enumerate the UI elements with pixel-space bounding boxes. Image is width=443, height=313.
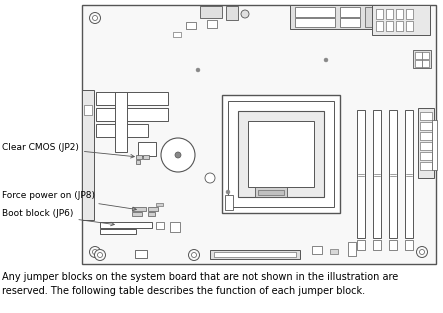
Bar (406, 9, 413, 19)
Bar (365, 7, 377, 27)
Bar (386, 9, 393, 19)
Bar (413, 50, 431, 68)
Bar (255, 187, 287, 197)
Bar (132, 212, 142, 216)
Bar (420, 132, 432, 140)
Bar (389, 240, 397, 250)
Circle shape (420, 16, 424, 20)
Circle shape (416, 13, 427, 23)
Bar (348, 242, 356, 256)
Bar (396, 9, 403, 19)
Bar (420, 142, 432, 150)
Bar (84, 105, 92, 115)
Bar (96, 92, 168, 105)
Bar (207, 20, 217, 28)
Bar (136, 160, 140, 164)
Bar (415, 60, 422, 67)
Circle shape (93, 16, 97, 20)
Bar (420, 152, 432, 160)
Bar (210, 250, 300, 259)
Bar (238, 111, 324, 197)
Bar (373, 110, 381, 238)
Circle shape (89, 13, 101, 23)
Bar (357, 110, 365, 238)
Bar (170, 222, 180, 232)
Bar (156, 203, 163, 206)
Bar (115, 92, 127, 152)
Bar (186, 22, 196, 29)
Bar (258, 190, 284, 195)
Bar (389, 110, 397, 238)
Bar (340, 7, 360, 17)
Bar (228, 101, 334, 207)
Bar (295, 18, 335, 27)
Bar (136, 155, 142, 159)
Bar (148, 212, 155, 216)
Bar (376, 9, 383, 19)
Circle shape (94, 249, 105, 260)
Bar (82, 5, 436, 264)
Bar (432, 120, 437, 170)
Bar (357, 240, 365, 250)
Bar (420, 112, 432, 120)
Circle shape (324, 58, 328, 62)
Bar (312, 246, 322, 254)
Bar (422, 52, 429, 59)
Bar (376, 21, 383, 31)
Bar (418, 108, 434, 178)
Bar (148, 207, 158, 211)
Circle shape (93, 249, 97, 254)
Bar (100, 222, 152, 228)
Circle shape (226, 190, 230, 194)
Circle shape (175, 152, 181, 158)
Bar (422, 60, 429, 67)
Bar (222, 95, 340, 213)
Bar (420, 122, 432, 130)
Circle shape (97, 253, 102, 258)
Bar (173, 32, 181, 37)
Bar (372, 5, 430, 35)
Bar (200, 6, 222, 18)
Bar (405, 240, 413, 250)
Bar (143, 155, 149, 159)
Circle shape (420, 249, 424, 254)
Bar (373, 240, 381, 250)
Text: Any jumper blocks on the system board that are not shown in the illustration are: Any jumper blocks on the system board th… (2, 272, 398, 296)
Bar (214, 252, 296, 257)
Bar (225, 195, 233, 210)
Bar (420, 162, 432, 170)
Bar (415, 52, 422, 59)
Text: Force power on (JP8): Force power on (JP8) (2, 192, 136, 211)
Bar (132, 207, 146, 211)
Text: Clear CMOS (JP2): Clear CMOS (JP2) (2, 142, 134, 158)
Bar (406, 21, 413, 31)
Bar (396, 21, 403, 31)
Circle shape (89, 247, 101, 258)
Bar (386, 21, 393, 31)
Bar (82, 90, 94, 220)
Circle shape (191, 253, 197, 258)
Bar (340, 18, 360, 27)
Bar (100, 229, 136, 234)
Text: Boot block (JP6): Boot block (JP6) (2, 209, 114, 226)
Bar (135, 250, 147, 258)
Bar (405, 110, 413, 238)
Bar (248, 121, 314, 187)
Bar (96, 124, 148, 137)
Bar (226, 6, 238, 20)
Bar (96, 108, 168, 121)
Bar (138, 142, 156, 156)
Bar (156, 222, 164, 229)
Circle shape (161, 138, 195, 172)
Bar (290, 5, 380, 29)
Bar (295, 7, 335, 17)
Circle shape (205, 173, 215, 183)
Circle shape (416, 247, 427, 258)
Circle shape (196, 68, 200, 72)
Circle shape (189, 249, 199, 260)
Bar (330, 249, 338, 254)
Circle shape (241, 10, 249, 18)
